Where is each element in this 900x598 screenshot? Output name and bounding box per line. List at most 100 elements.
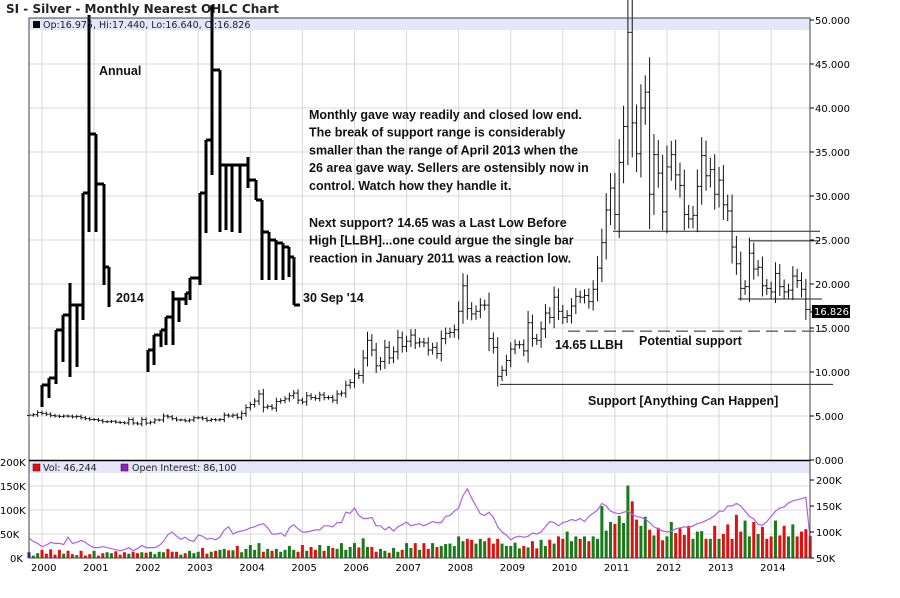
- volume-tick-label: 50K: [0, 530, 20, 541]
- x-tick-label: 2014: [760, 563, 785, 574]
- volume-bar: [626, 485, 630, 558]
- last-price-label: 16.826: [814, 307, 849, 318]
- volume-bar: [422, 543, 426, 558]
- volume-bar: [800, 531, 803, 558]
- volume-bar: [539, 539, 543, 558]
- volume-bar: [57, 549, 61, 558]
- volume-bar: [114, 551, 118, 558]
- volume-bar: [135, 553, 139, 558]
- volume-bar: [274, 548, 278, 558]
- volume-bar: [674, 533, 678, 558]
- price-tick-label: 5.000: [815, 412, 844, 423]
- volume-bar: [734, 514, 738, 558]
- volume-bar: [509, 546, 513, 558]
- potential-support-label: Potential support: [639, 334, 743, 348]
- volume-bar: [201, 547, 205, 558]
- volume-bar: [530, 541, 534, 558]
- volume-bar: [791, 524, 795, 558]
- x-tick-label: 2005: [291, 563, 316, 574]
- volume-bar: [96, 555, 100, 558]
- volume-bar: [665, 536, 669, 558]
- volume-bar: [461, 541, 465, 558]
- volume-bar: [248, 545, 252, 558]
- oi-tick-label: 200K: [816, 476, 842, 487]
- volume-bar: [244, 548, 248, 558]
- volume-bar: [335, 548, 339, 558]
- volume-bar: [162, 552, 166, 558]
- volume-bar: [457, 536, 461, 558]
- volume-bar: [474, 543, 478, 558]
- volume-bar: [231, 550, 235, 558]
- volume-bar: [682, 534, 686, 558]
- date-label: 30 Sep '14: [303, 291, 364, 305]
- volume-bar: [556, 536, 560, 558]
- volume-bar: [513, 542, 517, 558]
- commentary-line: Next support? 14.65 was a Last Low Befor…: [309, 216, 567, 230]
- volume-bar: [140, 552, 144, 558]
- volume-bar: [92, 550, 96, 558]
- volume-bar: [773, 520, 777, 558]
- volume-bar: [192, 553, 196, 558]
- volume-bar: [418, 549, 422, 558]
- volume-bar: [444, 544, 448, 558]
- volume-bar: [687, 525, 691, 558]
- volume-bar: [379, 548, 383, 558]
- volume-bar: [617, 515, 621, 558]
- volume-bar: [565, 531, 569, 558]
- volume-bar: [214, 550, 218, 558]
- volume-bar: [431, 543, 435, 558]
- llbh-label: 14.65 LLBH: [555, 338, 623, 352]
- volume-bar: [643, 516, 647, 558]
- volume-bar: [366, 546, 369, 558]
- chart-title: SI - Silver - Monthly Nearest OHLC Chart: [6, 2, 279, 16]
- volume-bar: [309, 546, 313, 558]
- x-tick-label: 2006: [343, 563, 368, 574]
- volume-bar: [287, 546, 291, 558]
- volume-bar: [630, 501, 634, 558]
- price-tick-label: 40.000: [815, 104, 850, 115]
- volume-bar: [370, 546, 374, 558]
- volume-bar: [253, 549, 257, 558]
- volume-bar: [483, 541, 487, 558]
- volume-bar: [149, 551, 152, 558]
- commentary-line: 26 area gave way. Sellers are ostensibly…: [309, 161, 589, 175]
- volume-bar: [392, 547, 396, 558]
- volume-bar: [222, 548, 226, 558]
- annual-label: Annual: [99, 64, 141, 78]
- volume-bar: [743, 520, 747, 558]
- volume-bar: [465, 538, 469, 558]
- volume-bar: [331, 547, 335, 558]
- volume-bar: [166, 548, 170, 558]
- volume-bar: [504, 546, 508, 558]
- volume-bar: [695, 531, 699, 558]
- volume-bar: [583, 536, 586, 558]
- volume-bar: [591, 536, 595, 558]
- volume-bar: [669, 522, 673, 558]
- volume-bar: [500, 543, 504, 558]
- volume-bar: [235, 546, 239, 558]
- volume-bar: [604, 530, 608, 558]
- volume-bar: [747, 536, 751, 558]
- volume-bar: [652, 535, 656, 558]
- x-tick-label: 2010: [552, 563, 577, 574]
- volume-bar: [387, 552, 391, 558]
- volume-bar: [470, 539, 474, 558]
- volume-bar: [708, 538, 712, 558]
- volume-bar: [587, 541, 591, 558]
- price-tick-label: 30.000: [815, 192, 850, 203]
- volume-bar: [31, 555, 35, 558]
- volume-bar: [44, 553, 48, 558]
- volume-bar: [101, 553, 105, 558]
- volume-bar: [118, 554, 122, 558]
- year-2014-label: 2014: [116, 291, 144, 305]
- volume-bar: [739, 531, 743, 558]
- volume-bar: [313, 549, 317, 558]
- volume-bar: [209, 551, 213, 558]
- oi-tick-label: 50K: [816, 554, 836, 565]
- volume-bar: [691, 538, 695, 558]
- volume-bar: [639, 525, 643, 558]
- volume-tick-label: 200K: [0, 458, 26, 469]
- volume-tick-label: 100K: [0, 506, 26, 517]
- commentary-line: reaction in January 2011 was a reaction …: [309, 251, 571, 265]
- volume-bar: [170, 551, 174, 558]
